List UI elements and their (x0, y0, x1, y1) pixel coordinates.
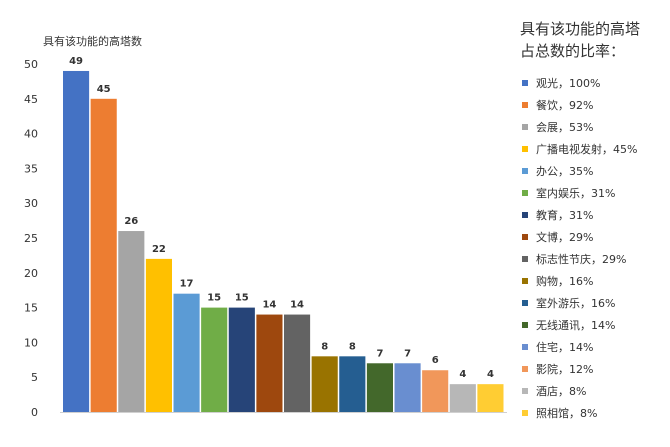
legend-title: 具有该功能的高塔 占总数的比率： (520, 18, 640, 62)
legend-item: 标志性节庆，29% (522, 251, 626, 267)
legend-swatch (522, 124, 528, 130)
y-tick-label: 25 (24, 232, 38, 245)
bar-data-label: 4 (487, 369, 494, 380)
legend-label: 住宅，14% (536, 341, 594, 354)
y-tick-label: 15 (24, 302, 38, 315)
bar (118, 231, 145, 412)
legend-item: 购物，16% (522, 273, 593, 289)
legend-label: 餐饮，92% (536, 99, 594, 112)
bar-data-label: 49 (69, 56, 83, 67)
bar (63, 70, 90, 413)
legend-item: 无线通讯，14% (522, 317, 615, 333)
legend-swatch (522, 300, 528, 306)
legend-item: 教育，31% (522, 207, 593, 223)
legend-item: 影院，12% (522, 361, 593, 377)
legend-label: 标志性节庆，29% (536, 253, 627, 266)
legend-label: 会展，53% (536, 121, 594, 134)
y-tick-label: 5 (31, 371, 38, 384)
bar (90, 98, 117, 413)
bar (394, 363, 421, 412)
y-tick-label: 50 (24, 58, 38, 71)
legend-swatch (522, 278, 528, 284)
legend-label: 购物，16% (536, 275, 594, 288)
legend-item: 照相馆，8% (522, 405, 597, 421)
bar-data-label: 6 (432, 355, 439, 366)
legend-label: 影院，12% (536, 363, 594, 376)
legend-swatch (522, 322, 528, 328)
bar-data-label: 15 (207, 293, 221, 304)
legend-item: 室内娱乐，31% (522, 185, 615, 201)
bar (173, 293, 200, 412)
legend-item: 住宅，14% (522, 339, 593, 355)
bar (339, 356, 366, 412)
bar (311, 356, 338, 412)
bar (477, 384, 504, 412)
bar (449, 384, 476, 412)
bar-data-label: 17 (180, 279, 194, 290)
y-tick-label: 35 (24, 162, 38, 175)
legend-item: 餐饮，92% (522, 97, 593, 113)
legend-item: 室外游乐，16% (522, 295, 615, 311)
legend-label: 广播电视发射，45% (536, 143, 638, 156)
bar-data-label: 22 (152, 244, 166, 255)
y-tick-label: 30 (24, 197, 38, 210)
bar-data-label: 8 (349, 341, 356, 352)
y-tick-label: 10 (24, 336, 38, 349)
bar (256, 314, 283, 412)
bar-data-label: 26 (124, 216, 138, 227)
legend-label: 酒店，8% (536, 385, 587, 398)
legend-label: 办公，35% (536, 165, 594, 178)
legend-item: 会展，53% (522, 119, 593, 135)
bar-labels: 49 45 26 22 17 15 15 14 14 8 8 7 7 6 4 4 (69, 56, 494, 380)
legend-label: 观光，100% (536, 77, 601, 90)
y-tick-label: 40 (24, 128, 38, 141)
y-tick-label: 0 (31, 406, 38, 419)
legend-label: 教育，31% (536, 209, 594, 222)
bar (228, 307, 255, 412)
bar-data-label: 14 (290, 300, 304, 311)
bar (284, 314, 311, 412)
y-tick-label: 45 (24, 93, 38, 106)
legend-swatch (522, 80, 528, 86)
y-tick-label: 20 (24, 267, 38, 280)
legend-swatch (522, 212, 528, 218)
legend-title-line-2: 占总数的比率： (520, 42, 626, 60)
legend-item: 广播电视发射，45% (522, 141, 637, 157)
legend-label: 照相馆，8% (536, 407, 598, 420)
legend-swatch (522, 344, 528, 350)
legend-item: 办公，35% (522, 163, 593, 179)
legend-swatch (522, 410, 528, 416)
bar-data-label: 7 (376, 348, 383, 359)
bar (201, 307, 228, 412)
bar (145, 258, 172, 412)
legend-label: 文博，29% (536, 231, 594, 244)
bar (422, 370, 449, 412)
bars (63, 70, 504, 413)
legend-title-line-1: 具有该功能的高塔 (520, 20, 641, 38)
legend-item: 文博，29% (522, 229, 593, 245)
legend-item: 酒店，8% (522, 383, 586, 399)
bar-data-label: 45 (97, 84, 111, 95)
legend-swatch (522, 146, 528, 152)
legend-label: 室内娱乐，31% (536, 187, 616, 200)
bar (366, 363, 393, 412)
legend-swatch (522, 102, 528, 108)
y-axis-label: 具有该功能的高塔数 (43, 35, 142, 48)
legend-label: 无线通讯，14% (536, 319, 616, 332)
bar-data-label: 15 (235, 293, 249, 304)
bar-data-label: 8 (321, 341, 328, 352)
bar-data-label: 14 (262, 300, 276, 311)
legend-swatch (522, 190, 528, 196)
legend-swatch (522, 388, 528, 394)
legend-swatch (522, 168, 528, 174)
bar-data-label: 4 (459, 369, 466, 380)
legend-label: 室外游乐，16% (536, 297, 616, 310)
legend-swatch (522, 234, 528, 240)
legend-swatch (522, 366, 528, 372)
legend-swatch (522, 256, 528, 262)
legend-item: 观光，100% (522, 75, 600, 91)
y-axis: 0 5 10 15 20 25 30 35 40 45 50 (24, 58, 507, 419)
bar-data-label: 7 (404, 348, 411, 359)
